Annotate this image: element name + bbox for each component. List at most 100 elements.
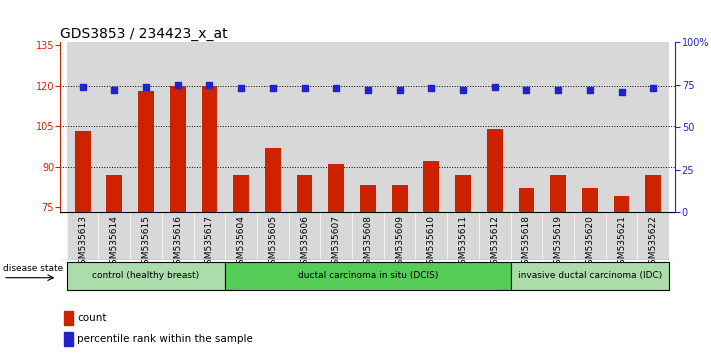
Point xyxy=(552,87,564,93)
Bar xyxy=(162,212,193,260)
Bar xyxy=(384,42,415,212)
Bar xyxy=(646,175,661,212)
Bar xyxy=(225,212,257,260)
Bar xyxy=(225,262,510,290)
Text: GSM535610: GSM535610 xyxy=(427,215,436,270)
Bar xyxy=(75,131,90,212)
Text: GSM535620: GSM535620 xyxy=(585,215,594,270)
Point xyxy=(267,86,279,91)
Text: GDS3853 / 234423_x_at: GDS3853 / 234423_x_at xyxy=(60,28,228,41)
Bar xyxy=(455,175,471,212)
Bar xyxy=(233,175,249,212)
Bar xyxy=(328,164,344,212)
Point xyxy=(77,84,88,90)
Point xyxy=(204,82,215,88)
Bar xyxy=(289,42,321,212)
Point xyxy=(584,87,596,93)
Text: disease state: disease state xyxy=(3,264,63,273)
Bar xyxy=(606,212,637,260)
Bar xyxy=(321,42,352,212)
Point xyxy=(172,82,183,88)
Bar xyxy=(510,42,542,212)
Text: GSM535614: GSM535614 xyxy=(109,215,119,270)
Point xyxy=(520,87,532,93)
Bar xyxy=(289,212,321,260)
Text: GSM535604: GSM535604 xyxy=(237,215,245,270)
Bar xyxy=(201,86,218,212)
Text: GSM535619: GSM535619 xyxy=(554,215,562,270)
Text: GSM535606: GSM535606 xyxy=(300,215,309,270)
Bar xyxy=(606,42,637,212)
Bar xyxy=(415,42,447,212)
Point xyxy=(235,86,247,91)
Text: GSM535613: GSM535613 xyxy=(78,215,87,270)
Bar xyxy=(138,91,154,212)
Text: GSM535608: GSM535608 xyxy=(363,215,373,270)
Text: ductal carcinoma in situ (DCIS): ductal carcinoma in situ (DCIS) xyxy=(298,271,438,280)
Bar xyxy=(193,42,225,212)
Text: GSM535612: GSM535612 xyxy=(491,215,499,270)
Bar xyxy=(574,42,606,212)
Bar xyxy=(637,42,669,212)
Bar xyxy=(510,212,542,260)
Bar xyxy=(99,42,130,212)
Bar xyxy=(542,212,574,260)
Point xyxy=(426,86,437,91)
Point xyxy=(299,86,310,91)
Bar xyxy=(296,175,312,212)
Text: GSM535621: GSM535621 xyxy=(617,215,626,270)
Point xyxy=(489,84,501,90)
Bar xyxy=(67,42,99,212)
Bar xyxy=(479,42,510,212)
Point xyxy=(457,87,469,93)
Text: control (healthy breast): control (healthy breast) xyxy=(92,271,200,280)
Bar xyxy=(64,312,73,325)
Bar xyxy=(257,212,289,260)
Bar xyxy=(415,212,447,260)
Bar xyxy=(542,42,574,212)
Bar xyxy=(518,188,535,212)
Bar xyxy=(550,175,566,212)
Text: GSM535605: GSM535605 xyxy=(268,215,277,270)
Point xyxy=(616,89,627,95)
Bar xyxy=(479,212,510,260)
Bar xyxy=(392,185,407,212)
Point xyxy=(394,87,405,93)
Bar xyxy=(614,196,629,212)
Point xyxy=(648,86,659,91)
Bar xyxy=(130,212,162,260)
Bar xyxy=(265,148,281,212)
Bar xyxy=(447,212,479,260)
Text: GSM535609: GSM535609 xyxy=(395,215,404,270)
Text: invasive ductal carcinoma (IDC): invasive ductal carcinoma (IDC) xyxy=(518,271,662,280)
Text: GSM535622: GSM535622 xyxy=(648,215,658,269)
Bar xyxy=(107,175,122,212)
Bar xyxy=(360,185,376,212)
Bar xyxy=(193,212,225,260)
Text: GSM535611: GSM535611 xyxy=(459,215,468,270)
Bar xyxy=(321,212,352,260)
Bar xyxy=(170,86,186,212)
Bar xyxy=(99,212,130,260)
Bar xyxy=(162,42,193,212)
Text: GSM535615: GSM535615 xyxy=(141,215,151,270)
Bar xyxy=(225,42,257,212)
Text: count: count xyxy=(77,313,107,323)
Bar xyxy=(64,332,73,346)
Bar xyxy=(582,188,598,212)
Point xyxy=(331,86,342,91)
Bar xyxy=(574,212,606,260)
Bar xyxy=(424,161,439,212)
Bar xyxy=(447,42,479,212)
Text: percentile rank within the sample: percentile rank within the sample xyxy=(77,334,253,344)
Text: GSM535617: GSM535617 xyxy=(205,215,214,270)
Text: GSM535607: GSM535607 xyxy=(332,215,341,270)
Bar xyxy=(487,129,503,212)
Bar xyxy=(67,212,99,260)
Bar xyxy=(130,42,162,212)
Bar xyxy=(352,212,384,260)
Bar xyxy=(352,42,384,212)
Bar xyxy=(510,262,669,290)
Bar xyxy=(257,42,289,212)
Point xyxy=(140,84,151,90)
